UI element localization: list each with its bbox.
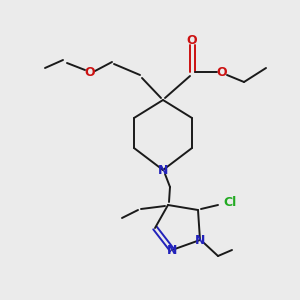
- Text: N: N: [167, 244, 177, 256]
- Text: N: N: [195, 233, 205, 247]
- Text: O: O: [85, 67, 95, 80]
- Text: N: N: [158, 164, 168, 176]
- Text: O: O: [217, 65, 227, 79]
- Text: Cl: Cl: [224, 196, 237, 208]
- Text: O: O: [187, 34, 197, 46]
